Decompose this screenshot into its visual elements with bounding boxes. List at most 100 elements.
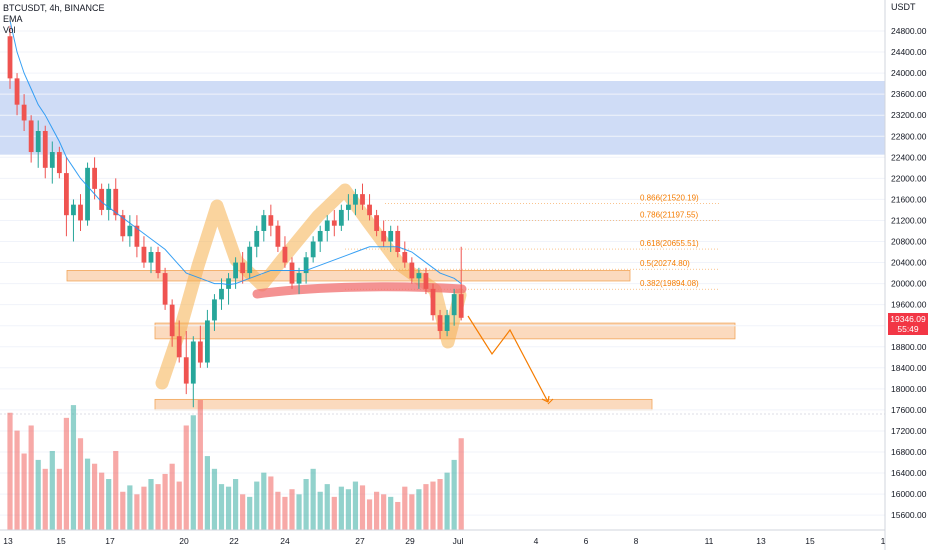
candle-body: [282, 246, 288, 263]
time-tick-label: 6: [584, 536, 589, 546]
candle-body: [205, 320, 210, 363]
candle-body: [28, 120, 34, 153]
candle-body: [226, 278, 231, 289]
volume-bar: [254, 481, 260, 530]
volume-bar: [183, 425, 189, 530]
volume-bar: [317, 491, 323, 530]
last-price-tag: 19346.09 55:49: [888, 313, 928, 335]
price-tick-label: 18800.00: [891, 342, 927, 352]
support-zone-lower: [154, 398, 653, 411]
volume-bar: [352, 481, 359, 530]
candle-body: [331, 220, 337, 226]
volume-bar: [70, 405, 77, 530]
ema-layer: [9, 20, 462, 286]
volume-bar: [106, 479, 112, 530]
arrow-head: [541, 395, 550, 403]
time-tick-label: 27: [355, 536, 365, 546]
time-tick-label: 4: [534, 536, 539, 546]
volume-bar: [338, 486, 344, 530]
volume-bar: [99, 472, 105, 530]
price-tick-label: 20000.00: [891, 279, 927, 289]
volume-bar: [261, 472, 267, 530]
candle-body: [346, 204, 351, 210]
volume-bar: [63, 417, 69, 530]
price-tick-label: 20800.00: [891, 237, 927, 247]
candle-body: [338, 209, 344, 226]
time-tick-label: 29: [405, 536, 415, 546]
volume-bar: [430, 481, 436, 530]
candle-body: [49, 152, 55, 168]
time-tick-label: 20: [179, 536, 189, 546]
ema-legend[interactable]: EMA: [3, 14, 23, 24]
time-tick-label: 8: [634, 536, 639, 546]
price-tick-label: 24000.00: [891, 68, 927, 78]
candle-body: [197, 341, 203, 363]
candle-body: [78, 204, 83, 221]
volume-bar: [49, 450, 55, 530]
volume-bar: [218, 484, 225, 530]
volume-bar: [345, 489, 351, 530]
volume-bar: [395, 501, 401, 530]
candle-body: [155, 252, 161, 274]
price-tick-label: 23600.00: [891, 89, 927, 99]
volume-bar: [204, 456, 210, 530]
candle-body: [395, 230, 401, 253]
candle-body: [113, 188, 119, 216]
candle-body: [99, 188, 105, 210]
candle-body: [92, 167, 97, 189]
volume-bar: [35, 459, 41, 530]
candle-body: [127, 225, 133, 237]
time-tick-label: 11: [705, 536, 714, 546]
price-tick-label: 21600.00: [891, 194, 927, 204]
time-tick-label: 13: [756, 536, 766, 546]
volume-bar: [289, 489, 295, 530]
volume-bar: [282, 496, 288, 530]
volume-bar: [444, 472, 450, 530]
price-tick-label: 20400.00: [891, 258, 927, 268]
candle-body: [219, 288, 224, 300]
price-tick-label: 22800.00: [891, 131, 927, 141]
volume-bar: [21, 453, 27, 530]
volume-bar: [296, 494, 302, 530]
volume-bar: [56, 468, 62, 530]
candle-body: [162, 273, 168, 305]
price-tick-label: 15600.00: [891, 510, 927, 520]
candle-body: [14, 78, 20, 105]
volume-bar: [275, 491, 281, 530]
price-tick-label: 16800.00: [891, 447, 927, 457]
time-tick-label: 13: [3, 536, 13, 546]
candle-body: [176, 336, 182, 358]
fib-level-label: 0.5(20274.80): [640, 259, 690, 268]
volume-bar: [268, 476, 274, 530]
time-tick-label: 1: [881, 536, 886, 546]
resistance-zone: [0, 80, 885, 155]
volume-layer: [7, 400, 464, 530]
candle-body: [212, 299, 217, 321]
price-tick-label: 17600.00: [891, 405, 927, 415]
bar-countdown: 55:49: [897, 324, 919, 334]
zones-layer: [0, 80, 885, 411]
volume-bar: [331, 496, 337, 530]
candle-body: [374, 215, 379, 231]
candle-body: [367, 204, 372, 216]
candle-body: [275, 225, 281, 247]
fib-level-label: 0.866(21520.19): [640, 194, 699, 203]
candle-body: [64, 173, 69, 216]
volume-bar: [402, 486, 408, 530]
volume-bar: [240, 494, 246, 530]
fib-level-label: 0.786(21197.55): [640, 211, 698, 220]
price-tick-label: 17200.00: [891, 426, 927, 436]
price-tick-label: 19600.00: [891, 300, 927, 310]
candle-body: [56, 152, 62, 174]
candle-body: [317, 230, 323, 242]
candle-body: [42, 130, 48, 168]
volume-bar: [310, 468, 316, 530]
candle-body: [402, 252, 408, 263]
volume-bar: [381, 494, 387, 530]
candle-body: [141, 246, 147, 263]
volume-legend[interactable]: Vol: [3, 25, 16, 35]
price-tick-label: 24400.00: [891, 47, 927, 57]
candle-body: [254, 230, 260, 247]
volume-bar: [324, 484, 330, 530]
